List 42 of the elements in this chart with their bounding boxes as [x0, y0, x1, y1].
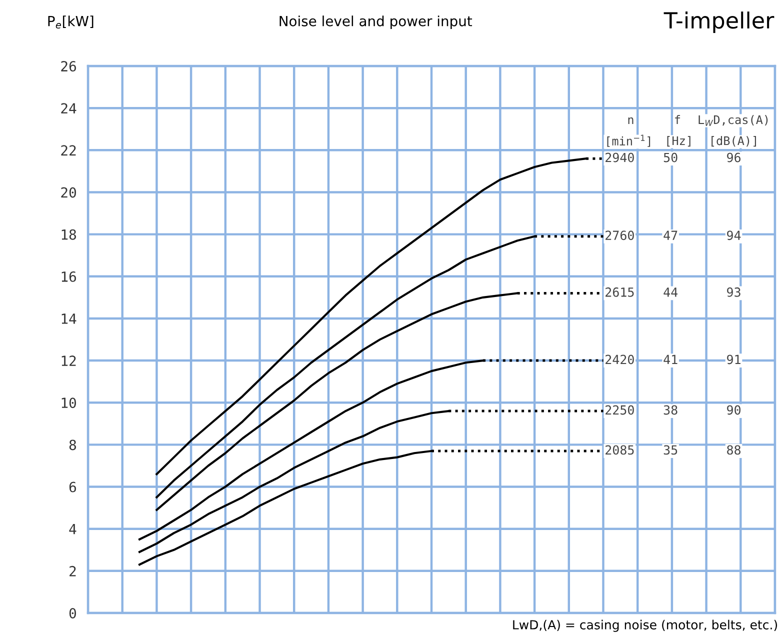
y-tick-label: 2	[70, 566, 76, 576]
y-tick-label: 26	[61, 61, 76, 72]
annotation: 2615	[606, 287, 634, 297]
chart-title: Noise level and power input	[280, 16, 472, 30]
annotation: 94	[727, 230, 741, 240]
y-tick-label: 16	[62, 271, 76, 282]
y-tick-label: 18	[62, 229, 76, 240]
y-tick-label: 6	[69, 482, 76, 492]
annotation: [Hz]	[667, 136, 690, 147]
chart-subtitle: T-impeller	[664, 12, 774, 34]
y-tick-label: 20	[61, 187, 76, 198]
text: LwD,(A) = casing noise (motor, belts, etc.)	[513, 620, 778, 632]
annotation: 2250	[606, 405, 634, 415]
y-tick-label: 22	[61, 145, 76, 156]
y-tick-label: 24	[61, 103, 76, 114]
y-tick-label: 10	[62, 398, 76, 408]
y-tick-label: 14	[62, 314, 76, 324]
annotation: 35	[664, 445, 678, 455]
annotation: 2085	[606, 445, 634, 455]
y-tick-label: 4	[69, 524, 76, 534]
annotation: 2420	[606, 354, 634, 364]
annotation: 96	[727, 152, 740, 162]
annotation: [dB(A)]	[712, 136, 756, 147]
y-tick-label: 8	[69, 440, 76, 450]
y-tick-label: 0	[69, 608, 76, 619]
annotation: L$_{W}$D,cas(A)	[698, 115, 768, 126]
annotation: 38	[664, 405, 678, 415]
annotation: 41	[664, 354, 678, 364]
annotation: 44	[664, 288, 678, 297]
y-tick-label: 12	[62, 356, 76, 366]
annotation: 90	[727, 405, 740, 415]
annotation: 93	[727, 287, 740, 297]
annotation: 2940	[606, 152, 634, 162]
annotation: 47	[664, 230, 678, 240]
y-axis-title: P$_{e}$[kW]	[48, 16, 94, 29]
annotation: 91	[727, 354, 740, 364]
annotation: 2760	[606, 230, 634, 240]
annotation: [min$^{−1}$]	[607, 134, 650, 147]
annotation: n	[628, 117, 634, 124]
annotation: f	[675, 115, 680, 124]
annotation: 88	[727, 445, 741, 455]
annotation: 50	[664, 152, 678, 162]
